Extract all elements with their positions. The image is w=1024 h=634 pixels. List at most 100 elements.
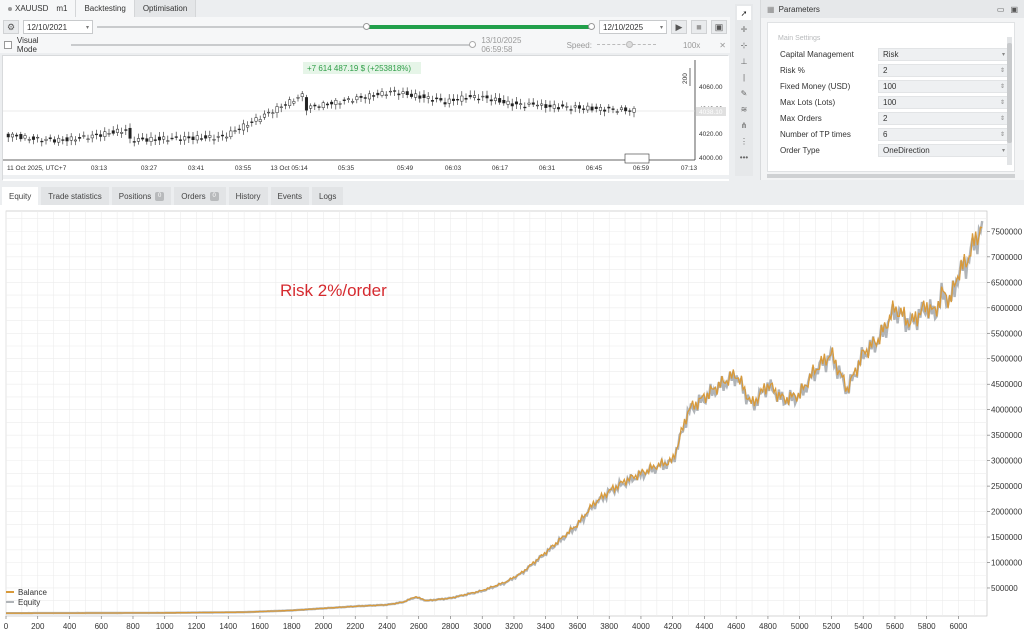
time-tick-label: 05:35: [338, 165, 355, 172]
param-select[interactable]: OneDirection ▾: [878, 143, 1010, 157]
visual-mode-checkbox[interactable]: [4, 41, 12, 49]
tab-orders[interactable]: Orders 0: [174, 187, 226, 205]
backtest-controls: ⚙ 12/10/2021 ▾ 12/10/2025 ▾ ▶ ■ ▣: [0, 17, 730, 37]
candle-body: [94, 133, 98, 136]
minimize-icon[interactable]: ▭: [996, 4, 1005, 14]
horizontal-line-icon[interactable]: ⊹: [740, 40, 748, 50]
legend-balance-label: Balance: [18, 587, 47, 597]
candle-body: [409, 93, 413, 97]
slider-start-handle[interactable]: [363, 23, 371, 30]
candle-body: [61, 139, 65, 141]
stop-icon[interactable]: ■: [691, 20, 707, 34]
spinner-arrows-icon[interactable]: ⇕: [999, 131, 1005, 138]
series-line-balance: [6, 226, 983, 614]
scrollbar-thumb[interactable]: [1007, 43, 1012, 143]
tab-optimisation[interactable]: Optimisation: [134, 0, 197, 17]
parameters-h-scrollbar[interactable]: [767, 174, 1015, 178]
candle-body: [267, 111, 271, 114]
x-tick-label: 600: [95, 622, 109, 631]
price-chart-panel[interactable]: 4060.004040.004020.004000.004038.10200+7…: [2, 55, 729, 181]
time-tick-label: 03:55: [235, 165, 252, 172]
progress-handle[interactable]: [469, 41, 477, 48]
settings-gear-icon[interactable]: ⚙: [3, 20, 19, 34]
tab-backtesting[interactable]: Backtesting: [76, 0, 135, 17]
x-tick-label: 4600: [727, 622, 745, 631]
candle-body: [86, 138, 90, 140]
candle-body: [548, 104, 552, 108]
vertical-line-icon[interactable]: |: [742, 72, 746, 82]
symbol-tab[interactable]: XAUUSD m1: [0, 0, 77, 17]
candle-body: [57, 137, 61, 143]
param-spinner[interactable]: 2 ⇕: [878, 111, 1010, 125]
candle-body: [199, 138, 203, 140]
param-spinner[interactable]: 2 ⇕: [878, 63, 1010, 77]
save-icon[interactable]: ▣: [711, 20, 727, 34]
speed-slider[interactable]: [596, 40, 656, 50]
param-spinner[interactable]: 6 ⇕: [878, 127, 1010, 141]
price-chart: 4060.004040.004020.004000.004038.10200+7…: [3, 56, 729, 181]
y-tick-label: 2500000: [991, 482, 1023, 491]
candle-body: [145, 138, 149, 142]
x-tick-label: 5000: [791, 622, 809, 631]
x-tick-label: 4400: [696, 622, 714, 631]
x-tick-label: 2800: [442, 622, 460, 631]
date-range-slider[interactable]: [97, 20, 595, 34]
grid-icon[interactable]: ⋮: [740, 136, 748, 146]
candle-body: [111, 130, 115, 134]
start-date-value: 12/10/2021: [27, 22, 68, 32]
chevron-down-icon[interactable]: ▾: [1001, 147, 1005, 154]
parameters-scrollbar[interactable]: [1007, 37, 1012, 165]
param-spinner[interactable]: 100 ⇕: [878, 95, 1010, 109]
param-spinner[interactable]: 100 ⇕: [878, 79, 1010, 93]
close-icon[interactable]: ✕: [719, 40, 726, 50]
param-row: Risk % 2 ⇕: [768, 62, 1014, 78]
pencil-icon[interactable]: ✎: [740, 88, 748, 98]
candle-body: [468, 95, 472, 98]
progress-slider[interactable]: [71, 40, 477, 50]
end-date-picker[interactable]: 12/10/2025 ▾: [599, 20, 667, 34]
y-tick-label: 5500000: [991, 329, 1023, 338]
candle-body: [472, 95, 476, 98]
chart-legend: Balance Equity: [6, 587, 47, 607]
equity-chart: 500000 1000000 1500000 2000000 2500000 300000…: [4, 210, 1023, 631]
tab-events[interactable]: Events: [270, 187, 310, 205]
drawing-toolbar: ➚ ✛ ⊹ ⊥ | ✎ ≋ ⋔ ⋮ •••: [735, 4, 753, 176]
chevron-down-icon[interactable]: ▾: [1001, 51, 1005, 58]
y-tick-label: 4500000: [991, 380, 1023, 389]
trend-line-icon[interactable]: ⊥: [740, 56, 748, 66]
spinner-arrows-icon[interactable]: ⇕: [999, 115, 1005, 122]
pitchfork-icon[interactable]: ⋔: [740, 120, 748, 130]
price-tick-label: 4020.00: [699, 131, 723, 138]
tab-logs[interactable]: Logs: [312, 187, 344, 205]
tab-history[interactable]: History: [228, 187, 268, 205]
tab-trade-statistics[interactable]: Trade statistics: [41, 187, 109, 205]
candle-body: [132, 141, 136, 143]
tab-positions[interactable]: Positions 0: [111, 187, 172, 205]
x-tick-label: 2200: [346, 622, 364, 631]
crosshair-icon[interactable]: ✛: [740, 24, 748, 34]
fibonacci-icon[interactable]: ≋: [740, 104, 748, 114]
price-chart-bg: [3, 56, 729, 181]
save-params-icon[interactable]: ▣: [1010, 4, 1018, 14]
param-row: Order Type OneDirection ▾: [768, 142, 1014, 158]
spinner-arrows-icon[interactable]: ⇕: [999, 83, 1005, 90]
x-tick-label: 0: [4, 622, 9, 631]
param-select[interactable]: Risk ▾: [878, 47, 1010, 61]
candle-body: [359, 95, 363, 98]
spinner-arrows-icon[interactable]: ⇕: [999, 99, 1005, 106]
timeframe-label: m1: [56, 4, 68, 13]
candle-body: [120, 132, 124, 134]
cursor-icon[interactable]: ➚: [737, 6, 751, 20]
start-date-picker[interactable]: 12/10/2021 ▾: [23, 20, 93, 34]
candle-body: [204, 135, 208, 139]
y-tick-label: 4000000: [991, 406, 1023, 415]
x-tick-label: 5400: [854, 622, 872, 631]
x-tick-label: 3000: [473, 622, 491, 631]
slider-end-handle[interactable]: [588, 23, 595, 30]
speed-handle[interactable]: [626, 41, 634, 48]
play-icon[interactable]: ▶: [671, 20, 687, 34]
spinner-arrows-icon[interactable]: ⇕: [999, 67, 1005, 74]
price-chart-scrollbar[interactable]: [3, 175, 729, 179]
tab-equity[interactable]: Equity: [2, 187, 39, 205]
more-icon[interactable]: •••: [739, 152, 749, 162]
